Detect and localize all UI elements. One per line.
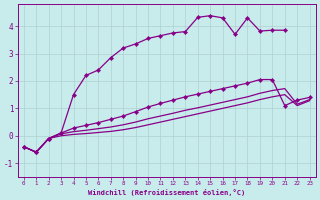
X-axis label: Windchill (Refroidissement éolien,°C): Windchill (Refroidissement éolien,°C) xyxy=(88,189,245,196)
